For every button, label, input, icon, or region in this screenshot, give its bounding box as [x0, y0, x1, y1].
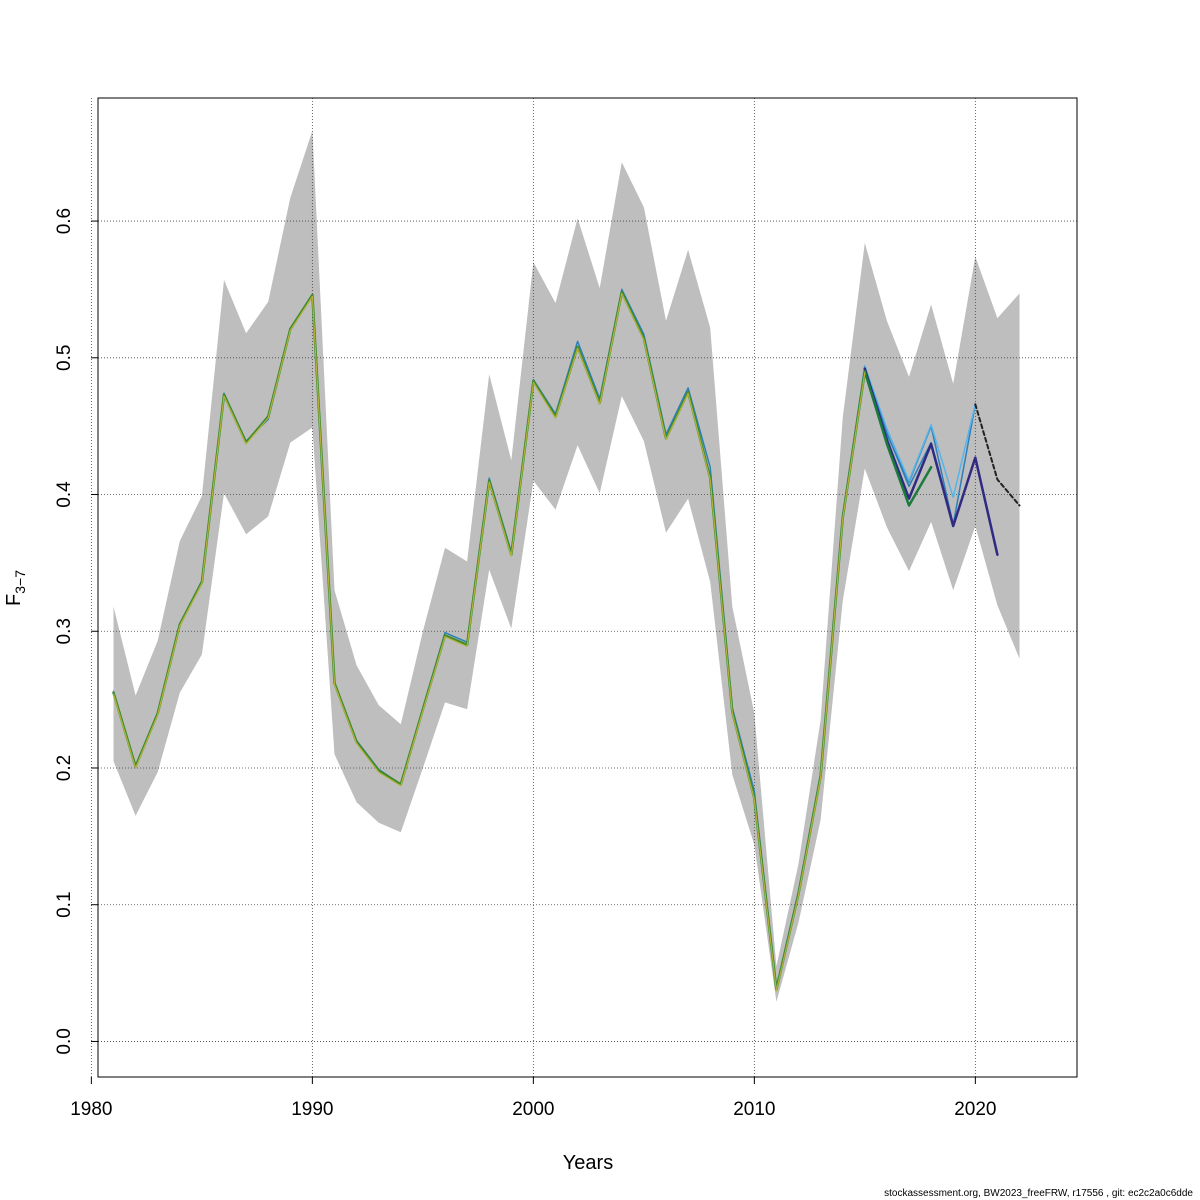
- y-tick-label: 0.6: [54, 208, 75, 234]
- plot-frame: [97, 97, 1078, 1078]
- series-line-3: [974, 403, 1021, 507]
- y-tick-label: 0.4: [54, 481, 75, 508]
- x-axis: 1980 1990 2000 2010 2020: [70, 1077, 996, 1120]
- confidence-band: [113, 130, 1020, 1002]
- x-tick-label: 1990: [291, 1099, 333, 1120]
- y-axis-title: F3−7: [3, 570, 28, 606]
- y-tick-label: 0.3: [54, 618, 75, 644]
- x-tick-label: 1980: [70, 1099, 112, 1120]
- x-tick-label: 2010: [733, 1099, 775, 1120]
- series-layer: [112, 288, 1021, 992]
- x-tick-label: 2000: [512, 1099, 554, 1120]
- series-line-8: [112, 292, 866, 992]
- x-tick-label: 2020: [954, 1099, 996, 1120]
- x-axis-title: Years: [563, 1152, 613, 1174]
- y-tick-label: 0.2: [54, 755, 75, 781]
- grid-layer: [90, 98, 1077, 1077]
- y-axis-title-main: F: [3, 594, 25, 606]
- y-axis: 0.0 0.1 0.2 0.3 0.4 0.5 0.6: [54, 208, 98, 1055]
- footer-credit: stockassessment.org, BW2023_freeFRW, r17…: [884, 1188, 1193, 1199]
- confidence-band-layer: [113, 130, 1020, 1002]
- y-tick-label: 0.5: [54, 345, 75, 371]
- y-axis-title-subscript: 3−7: [12, 570, 28, 594]
- series-line-2: [864, 365, 977, 499]
- y-tick-label: 0.1: [54, 891, 75, 917]
- series-line-6: [863, 370, 933, 507]
- y-tick-label: 0.0: [54, 1028, 75, 1054]
